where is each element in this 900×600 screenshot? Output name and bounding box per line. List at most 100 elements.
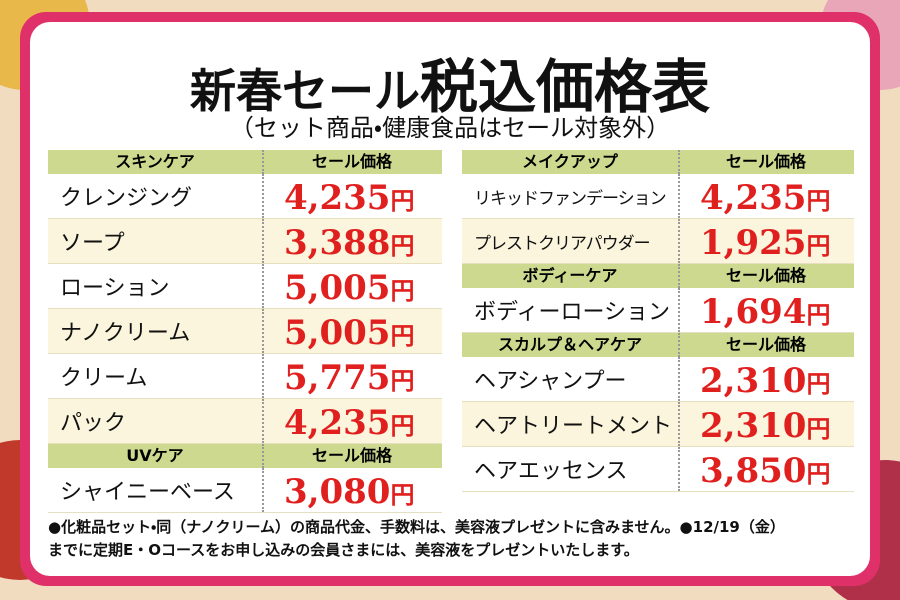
price-unit: 円 xyxy=(806,231,831,260)
divider xyxy=(262,354,264,398)
price: 4,235 xyxy=(284,403,391,443)
section-name: ボディーケア xyxy=(522,266,618,285)
price-row: ヘアシャンプー 2,310 円 xyxy=(462,357,854,402)
divider xyxy=(678,288,680,332)
section-name: スキンケア xyxy=(115,152,195,171)
item-name: ローション xyxy=(60,276,170,301)
price-cell: 1,925 円 xyxy=(700,219,854,263)
price-unit: 円 xyxy=(390,276,415,305)
divider xyxy=(678,150,680,174)
price-cell: 4,235 円 xyxy=(700,174,854,218)
divider xyxy=(262,264,264,308)
price-row: ヘアエッセンス 3,850 円 xyxy=(462,447,854,492)
item-name: クリーム xyxy=(60,366,148,391)
price-header: セール価格 xyxy=(311,152,392,171)
price: 2,310 xyxy=(700,406,807,446)
item-name: シャイニーベース xyxy=(60,480,235,505)
divider xyxy=(678,447,680,491)
price-row: クレンジング 4,235 円 xyxy=(48,174,442,219)
price-cell: 2,310 円 xyxy=(700,357,854,401)
price-cell: 3,850 円 xyxy=(700,447,854,491)
price-header: セール価格 xyxy=(725,152,806,171)
price: 3,388 xyxy=(284,223,391,263)
divider xyxy=(262,399,264,443)
price-row: ボディーローション 1,694 円 xyxy=(462,288,854,333)
price: 4,235 xyxy=(700,178,807,218)
price-cell: 4,235 円 xyxy=(284,174,442,218)
subtitle: （セット商品・健康食品はセール対象外） xyxy=(229,114,671,142)
divider xyxy=(678,357,680,401)
price-cell: 2,310 円 xyxy=(700,402,854,446)
item-name: リキッドファンデーション xyxy=(474,188,667,209)
section-header: スカルプ＆ヘアケア セール価格 xyxy=(462,333,854,357)
item-name: パック xyxy=(60,411,127,436)
price-cell: 5,005 円 xyxy=(284,309,442,353)
price-unit: 円 xyxy=(806,459,831,488)
divider xyxy=(678,174,680,218)
price: 4,235 xyxy=(284,178,391,218)
item-name: ナノクリーム xyxy=(60,321,191,346)
price-row: ソープ 3,388 円 xyxy=(48,219,442,264)
section-header: ボディーケア セール価格 xyxy=(462,264,854,288)
section-name: UVケア xyxy=(126,446,184,465)
price: 5,005 xyxy=(284,268,391,308)
price: 3,080 xyxy=(284,472,391,512)
price: 5,005 xyxy=(284,313,391,353)
price-unit: 円 xyxy=(806,414,831,443)
divider xyxy=(262,309,264,353)
divider xyxy=(678,264,680,288)
price-unit: 円 xyxy=(390,186,415,215)
section-header: UVケア セール価格 xyxy=(48,444,442,468)
price-cell: 5,775 円 xyxy=(284,354,442,398)
price-cell: 4,235 円 xyxy=(284,399,442,443)
title-main: 新春セール xyxy=(189,64,420,118)
price: 2,310 xyxy=(700,361,807,401)
item-name: ヘアエッセンス xyxy=(474,459,628,484)
price-header: セール価格 xyxy=(725,266,806,285)
price-cell: 3,388 円 xyxy=(284,219,442,263)
divider xyxy=(678,402,680,446)
divider xyxy=(262,174,264,218)
price-unit: 円 xyxy=(390,411,415,440)
note: までに定期E・Oコースをお申し込みの会員さまには、美容液をプレゼントいたします。 xyxy=(48,541,639,559)
price-cell: 5,005 円 xyxy=(284,264,442,308)
section-name: スカルプ＆ヘアケア xyxy=(497,335,642,354)
price-header: セール価格 xyxy=(725,335,806,354)
price-row: シャイニーベース 3,080 円 xyxy=(48,468,442,513)
price-row: ヘアトリートメント 2,310 円 xyxy=(462,402,854,447)
divider xyxy=(262,150,264,174)
price-unit: 円 xyxy=(806,186,831,215)
price-row: パック 4,235 円 xyxy=(48,399,442,444)
section-header: スキンケア セール価格 xyxy=(48,150,442,174)
price-unit: 円 xyxy=(806,300,831,329)
price: 1,925 xyxy=(700,223,807,263)
divider xyxy=(678,333,680,357)
title: 新春セール税込価格表 xyxy=(0,40,900,124)
price-unit: 円 xyxy=(390,366,415,395)
price-unit: 円 xyxy=(390,480,415,509)
divider xyxy=(678,219,680,263)
item-name: プレストクリアパウダー xyxy=(474,233,651,254)
item-name: クレンジング xyxy=(60,186,193,211)
price-row: プレストクリアパウダー 1,925 円 xyxy=(462,219,854,264)
note: ●化粧品セット・同（ナノクリーム）の商品代金、手数料は、美容液プレゼントに含みま… xyxy=(48,518,785,536)
item-name: ボディーローション xyxy=(474,300,671,325)
price: 5,775 xyxy=(284,358,391,398)
price-row: リキッドファンデーション 4,235 円 xyxy=(462,174,854,219)
title-emphasis: 税込価格表 xyxy=(419,53,710,121)
divider xyxy=(262,219,264,263)
price-header: セール価格 xyxy=(311,446,392,465)
price: 1,694 xyxy=(700,292,807,332)
price-row: ナノクリーム 5,005 円 xyxy=(48,309,442,354)
price-unit: 円 xyxy=(390,231,415,260)
divider xyxy=(262,444,264,468)
price: 3,850 xyxy=(700,451,807,491)
item-name: ヘアトリートメント xyxy=(474,414,673,439)
price-unit: 円 xyxy=(806,369,831,398)
divider xyxy=(262,468,264,512)
price-unit: 円 xyxy=(390,321,415,350)
item-name: ソープ xyxy=(60,231,125,256)
price-cell: 1,694 円 xyxy=(700,288,854,332)
section-name: メイクアップ xyxy=(522,152,618,171)
section-header: メイクアップ セール価格 xyxy=(462,150,854,174)
